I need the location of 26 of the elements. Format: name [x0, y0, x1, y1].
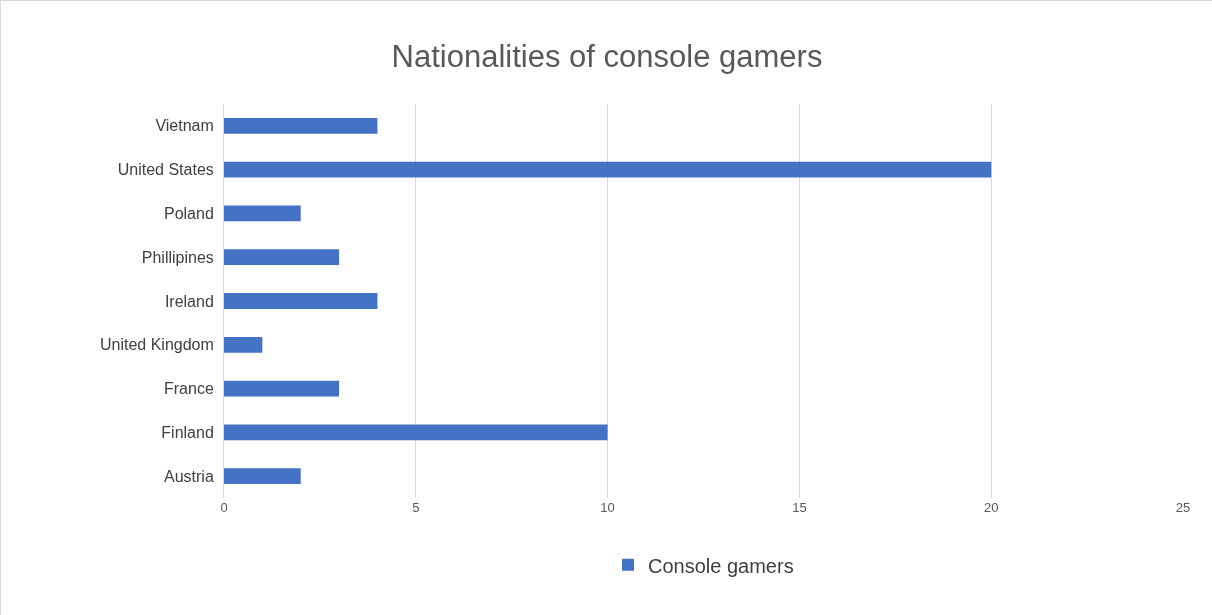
legend-label: Console gamers [648, 554, 794, 577]
bar [224, 468, 301, 484]
bar [224, 380, 340, 397]
x-tick-label: 20 [983, 500, 999, 515]
y-tick-label: Vietnam [155, 117, 214, 135]
bar [224, 293, 378, 309]
y-tick-label: United States [117, 161, 214, 179]
y-tick-label: Finland [161, 423, 214, 441]
y-tick-label: Austria [164, 467, 214, 485]
bar [224, 205, 301, 222]
x-tick-label: 0 [220, 500, 228, 515]
x-tick-label: 5 [412, 500, 420, 515]
y-tick-label: Phillipines [141, 248, 214, 266]
x-tick-label: 10 [600, 500, 615, 515]
y-tick-label: France [164, 380, 214, 398]
y-tick-label: United Kingdom [99, 336, 214, 354]
bar [224, 118, 378, 134]
bar [224, 249, 340, 266]
chart-title: Nationalities of console gamers [391, 39, 823, 75]
bar [224, 336, 263, 353]
x-tick-label: 15 [792, 500, 807, 515]
y-tick-label: Poland [163, 205, 214, 223]
bar [224, 424, 608, 441]
bar [224, 161, 992, 178]
x-tick-label: 25 [1175, 500, 1191, 515]
y-tick-label: Ireland [164, 292, 214, 310]
